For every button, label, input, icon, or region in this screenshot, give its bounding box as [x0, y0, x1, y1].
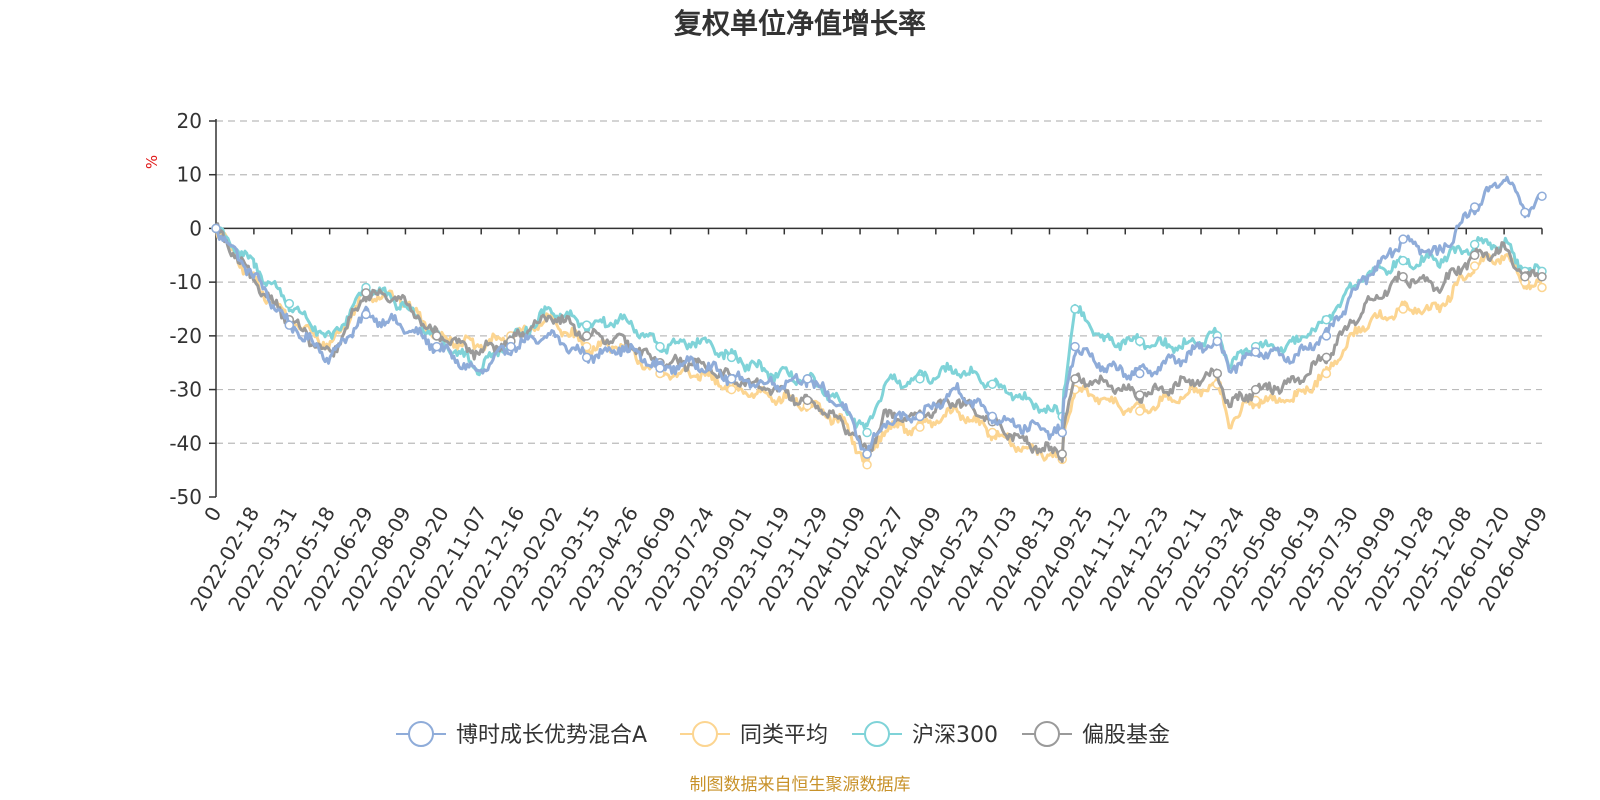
- data-source-note: 制图数据来自恒生聚源数据库: [690, 775, 911, 795]
- series-point: [1057, 449, 1067, 459]
- series-point: [915, 422, 925, 432]
- series-point: [1212, 368, 1223, 379]
- series-point: [1469, 261, 1480, 271]
- series-point: [802, 395, 813, 406]
- legend-marker: [1034, 721, 1060, 747]
- series-point: [1070, 374, 1080, 384]
- chart-title: 复权单位净值增长率: [674, 7, 926, 40]
- series-point: [1135, 406, 1145, 416]
- series-point: [581, 320, 592, 330]
- grid-lines: [216, 120, 1542, 444]
- series-point: [211, 223, 221, 234]
- y-tick-label: -30: [169, 378, 202, 402]
- legend-label: 博时成长优势混合A: [456, 723, 647, 748]
- series-point: [1321, 352, 1332, 363]
- series-point: [862, 449, 872, 459]
- y-tick-label: -40: [169, 431, 202, 455]
- series-point: [1537, 282, 1547, 293]
- legend-item-1[interactable]: 博时成长优势混合A: [396, 721, 647, 748]
- series-4: [211, 222, 1547, 463]
- series-point: [581, 352, 592, 363]
- y-tick-label: 10: [177, 163, 202, 187]
- series-1: [211, 175, 1547, 459]
- series-point: [862, 427, 872, 438]
- series-lines: [211, 175, 1547, 470]
- series-point: [1520, 272, 1530, 282]
- legend-item-4[interactable]: 偏股基金: [1022, 721, 1170, 748]
- series-point: [1469, 250, 1480, 261]
- series-point: [361, 288, 371, 298]
- series-point: [802, 374, 813, 384]
- series-point: [1070, 341, 1080, 352]
- series-point: [1135, 336, 1145, 346]
- series-point: [1469, 202, 1480, 212]
- legend-item-2[interactable]: 同类平均: [680, 721, 828, 748]
- series-point: [1321, 331, 1332, 341]
- series-point: [1398, 304, 1408, 314]
- series-point: [1537, 272, 1547, 282]
- series-point: [506, 341, 516, 352]
- series-line: [214, 222, 1543, 463]
- series-point: [1135, 368, 1145, 379]
- series-point: [987, 427, 998, 438]
- series-point: [915, 411, 925, 422]
- series-point: [1321, 368, 1332, 379]
- y-tick-label: -50: [169, 485, 202, 509]
- series-point: [987, 411, 998, 422]
- series-point: [1212, 336, 1223, 346]
- series-point: [284, 320, 295, 330]
- series-point: [726, 352, 737, 363]
- y-axis-unit: %: [143, 155, 161, 169]
- series-point: [1057, 427, 1067, 438]
- series-point: [1520, 207, 1530, 218]
- series-point: [1070, 304, 1080, 314]
- legend-marker: [864, 721, 890, 747]
- series-point: [431, 331, 442, 341]
- series-point: [915, 374, 925, 384]
- legend-marker: [408, 721, 434, 747]
- y-tick-label: 20: [177, 109, 202, 133]
- axes: 20100-10-20-30-40-5002022-02-182022-03-3…: [169, 109, 1552, 615]
- series-point: [726, 384, 737, 395]
- series-point: [1135, 390, 1145, 400]
- series-point: [1398, 234, 1408, 244]
- legend-label: 同类平均: [740, 723, 828, 748]
- series-point: [361, 309, 371, 320]
- series-point: [987, 379, 998, 389]
- series-point: [1250, 347, 1261, 357]
- y-tick-label: -20: [169, 324, 202, 348]
- series-point: [1398, 272, 1408, 282]
- series-point: [862, 460, 872, 470]
- series-point: [655, 363, 665, 373]
- series-point: [1469, 239, 1480, 250]
- series-point: [431, 341, 442, 352]
- y-tick-label: 0: [189, 216, 202, 240]
- series-point: [1537, 191, 1547, 201]
- legend-label: 偏股基金: [1082, 723, 1170, 748]
- series-point: [726, 374, 737, 384]
- legend[interactable]: 博时成长优势混合A 同类平均 沪深300 偏股基金: [396, 721, 1170, 748]
- series-point: [1250, 384, 1261, 395]
- series-point: [581, 331, 592, 341]
- legend-marker: [692, 721, 718, 747]
- legend-label: 沪深300: [912, 723, 998, 748]
- series-point: [1398, 255, 1408, 266]
- series-point: [655, 341, 665, 352]
- legend-item-3[interactable]: 沪深300: [852, 721, 998, 748]
- series-point: [284, 298, 295, 309]
- x-tick-label: 0: [199, 503, 226, 526]
- series-point: [1321, 314, 1332, 325]
- y-tick-label: -10: [169, 270, 202, 294]
